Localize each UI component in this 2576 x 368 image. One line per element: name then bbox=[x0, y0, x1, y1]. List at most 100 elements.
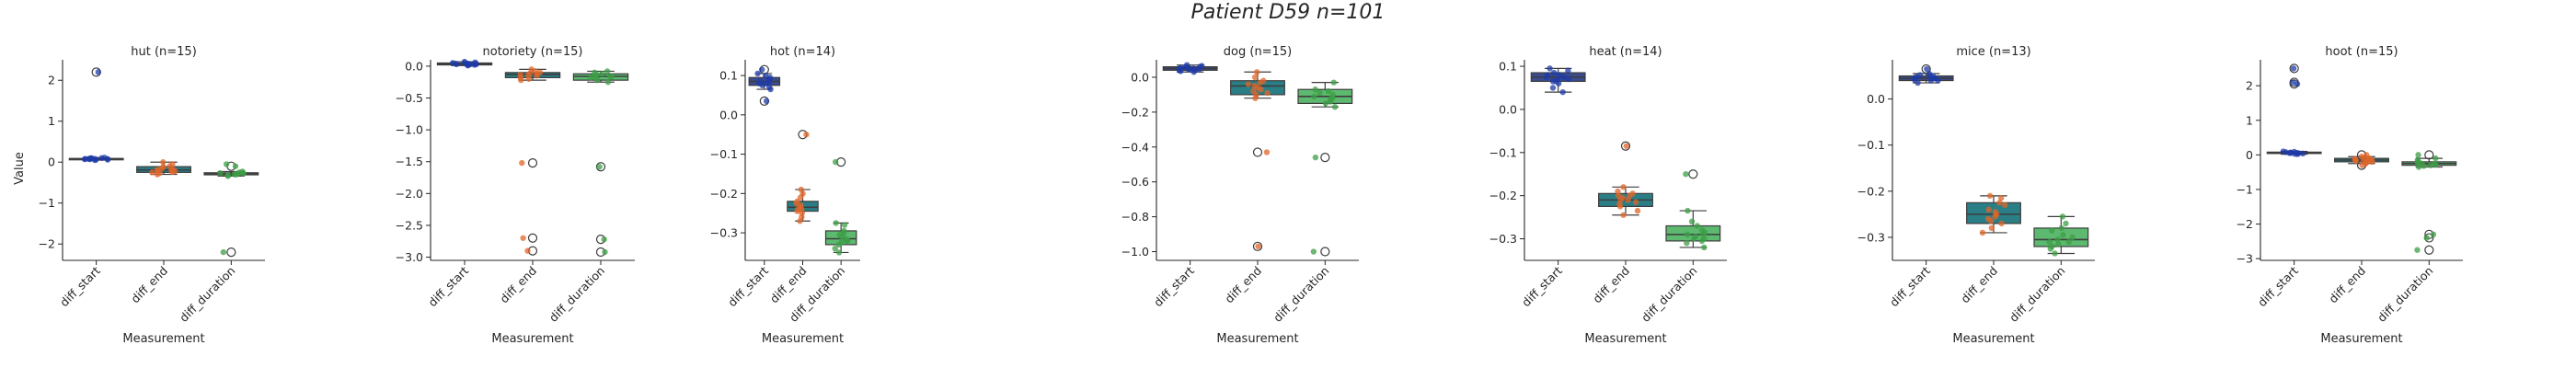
y-tick-label: −0.2 bbox=[1489, 189, 1517, 202]
subplot-notoriety: notoriety (n=15) 0.0 −0.5 −1.0 −1.5 −2.0 −2.5 −… bbox=[396, 45, 635, 346]
data-point bbox=[1312, 154, 1319, 161]
y-tick-label: −0.2 bbox=[1857, 184, 1885, 198]
data-point bbox=[2414, 247, 2421, 253]
data-point bbox=[1986, 192, 1994, 200]
y-tick-label: 0 bbox=[48, 155, 55, 169]
data-point bbox=[220, 248, 227, 256]
outlier-marker bbox=[226, 247, 236, 258]
data-point bbox=[231, 171, 237, 178]
data-point bbox=[1195, 66, 1202, 73]
data-point bbox=[841, 227, 847, 235]
y-tick-label: −0.2 bbox=[710, 187, 738, 201]
data-point bbox=[104, 156, 111, 163]
subplot-hot: hot (n=14)0.10.0−0.1−0.2−0.3diff_startdi… bbox=[710, 45, 860, 346]
data-point bbox=[1979, 229, 1986, 236]
figure-suptitle: Patient D59 n=101 bbox=[1191, 1, 1386, 24]
data-point bbox=[1992, 213, 1998, 220]
data-point bbox=[592, 69, 598, 76]
data-point bbox=[2414, 156, 2421, 164]
data-point bbox=[1988, 224, 1995, 232]
data-point bbox=[1615, 188, 1621, 195]
data-point bbox=[763, 72, 769, 79]
data-point bbox=[1263, 149, 1271, 155]
data-point bbox=[82, 155, 88, 162]
data-point bbox=[2063, 220, 2069, 227]
data-point bbox=[1620, 184, 1627, 190]
outlier-marker bbox=[2424, 150, 2434, 160]
y-tick-label: −0.3 bbox=[1857, 230, 1885, 244]
y-tick-label: 0.1 bbox=[719, 69, 738, 83]
data-point bbox=[1547, 65, 1553, 72]
data-point bbox=[1701, 244, 1708, 251]
data-point bbox=[1565, 75, 1572, 83]
data-point bbox=[841, 222, 848, 228]
x-tick-label: diff_duration bbox=[177, 264, 237, 325]
y-tick-label: 2 bbox=[2246, 79, 2253, 93]
y-tick-label: 0.0 bbox=[405, 59, 423, 73]
x-axis-label: Measurement bbox=[1952, 332, 2034, 346]
data-point bbox=[1997, 195, 2005, 201]
subplot-title: notoriety (n=15) bbox=[483, 45, 583, 59]
data-point bbox=[799, 206, 805, 213]
x-tick-label: diff_start bbox=[425, 263, 471, 309]
x-tick-label: diff_end bbox=[1590, 264, 1632, 306]
data-point bbox=[2065, 238, 2072, 246]
data-point bbox=[602, 248, 608, 256]
data-point bbox=[1996, 200, 2003, 206]
data-point bbox=[1260, 77, 1267, 84]
data-point bbox=[2294, 81, 2301, 87]
data-point bbox=[1264, 89, 1271, 97]
x-axis-label: Measurement bbox=[1584, 332, 1666, 346]
data-point bbox=[1322, 100, 1329, 107]
outlier-marker bbox=[527, 158, 538, 168]
y-tick-label: −0.5 bbox=[396, 91, 423, 105]
data-point bbox=[2059, 213, 2066, 220]
data-point bbox=[1253, 69, 1260, 75]
x-tick-label: diff_start bbox=[1151, 263, 1197, 309]
outlier-marker bbox=[2289, 63, 2299, 74]
y-tick-label: −0.1 bbox=[1857, 138, 1885, 152]
data-point bbox=[803, 132, 810, 138]
data-point bbox=[2049, 243, 2055, 250]
data-point bbox=[599, 71, 605, 77]
data-point bbox=[2430, 231, 2437, 238]
data-point bbox=[155, 167, 161, 174]
x-tick-label: diff_end bbox=[2326, 264, 2368, 306]
data-point bbox=[596, 164, 603, 170]
data-point bbox=[149, 169, 155, 176]
subplot-title: mice (n=13) bbox=[1956, 45, 2030, 59]
data-point bbox=[833, 158, 839, 166]
x-tick-label: diff_end bbox=[1222, 264, 1264, 306]
data-point bbox=[1688, 218, 1696, 225]
data-point bbox=[601, 236, 607, 243]
x-axis-label: Measurement bbox=[122, 332, 204, 346]
outlier-marker bbox=[1320, 247, 1330, 257]
y-tick-label: 0.0 bbox=[1867, 92, 1885, 106]
y-tick-label: −3 bbox=[2237, 252, 2253, 266]
data-point bbox=[1251, 74, 1259, 81]
data-point bbox=[2280, 148, 2287, 155]
y-tick-label: −3.0 bbox=[396, 250, 423, 264]
subplot-title: hut (n=15) bbox=[131, 45, 197, 59]
data-point bbox=[2359, 162, 2365, 168]
data-point bbox=[1984, 215, 1992, 223]
data-point bbox=[1311, 93, 1317, 100]
data-point bbox=[2049, 227, 2055, 234]
y-tick-label: 0 bbox=[2246, 148, 2253, 162]
data-point bbox=[1552, 78, 1559, 85]
data-point bbox=[832, 245, 838, 252]
data-point bbox=[95, 69, 102, 75]
y-tick-label: −2.0 bbox=[396, 187, 423, 201]
data-point bbox=[1550, 69, 1558, 76]
subplot-mice: mice (n=13) 0.0 −0.1 −0.2 −0.3 diff_start diff… bbox=[1857, 45, 2095, 346]
x-tick-label: diff_duration bbox=[2375, 264, 2435, 325]
data-point bbox=[835, 249, 843, 256]
outlier-marker bbox=[1688, 169, 1698, 179]
data-point bbox=[2046, 238, 2053, 246]
y-tick-label: 1 bbox=[2246, 113, 2253, 127]
x-tick-label: diff_start bbox=[2255, 263, 2301, 309]
data-point bbox=[1627, 192, 1633, 199]
x-tick-label: diff_end bbox=[128, 264, 170, 306]
data-point bbox=[1698, 226, 1706, 234]
data-point bbox=[1251, 83, 1258, 89]
